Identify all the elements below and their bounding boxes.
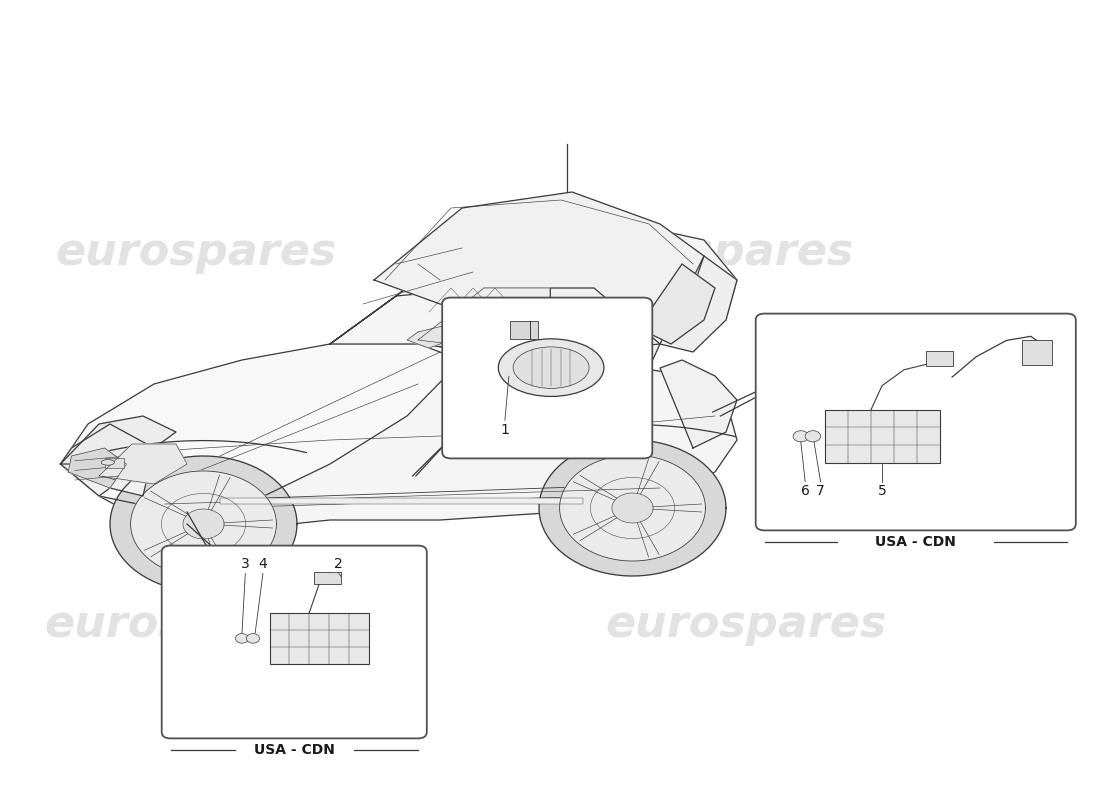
Circle shape [793,430,808,442]
Polygon shape [612,493,653,523]
Circle shape [246,634,260,643]
Polygon shape [68,448,126,488]
Polygon shape [110,456,297,592]
Polygon shape [660,360,737,448]
Circle shape [235,634,249,643]
FancyBboxPatch shape [162,546,427,738]
Text: 5: 5 [878,484,887,498]
Polygon shape [560,455,705,561]
Polygon shape [131,471,276,577]
Text: eurospares: eurospares [55,230,337,274]
Polygon shape [374,192,704,320]
Bar [926,351,954,366]
Polygon shape [660,256,737,352]
Polygon shape [183,509,224,539]
Bar [270,613,368,664]
Text: 7: 7 [816,484,825,498]
Bar [825,410,939,462]
Text: 3: 3 [241,557,250,571]
Text: eurospares: eurospares [605,602,887,646]
Polygon shape [418,288,660,368]
Polygon shape [638,264,715,344]
Polygon shape [60,368,737,528]
Polygon shape [60,424,154,496]
Ellipse shape [498,339,604,397]
Polygon shape [407,324,451,348]
Bar [314,573,341,584]
Polygon shape [60,416,176,464]
Ellipse shape [101,459,114,466]
Text: eurospares: eurospares [572,230,854,274]
Text: eurospares: eurospares [44,602,326,646]
Polygon shape [330,216,737,352]
FancyBboxPatch shape [442,298,652,458]
Ellipse shape [513,347,590,388]
Text: USA - CDN: USA - CDN [254,742,334,757]
Bar [104,458,124,468]
Bar [220,498,583,504]
Text: USA - CDN: USA - CDN [876,534,956,549]
Text: 6: 6 [801,484,810,498]
Polygon shape [539,440,726,576]
Bar [510,322,538,339]
Polygon shape [550,320,638,348]
Polygon shape [330,224,616,344]
Text: 1: 1 [500,422,509,437]
Bar [594,330,638,339]
Polygon shape [99,444,187,484]
FancyBboxPatch shape [756,314,1076,530]
Circle shape [805,430,821,442]
Polygon shape [60,344,462,512]
Bar [1022,341,1052,365]
Text: 2: 2 [334,557,343,571]
Text: 4: 4 [258,557,267,571]
Polygon shape [418,288,550,348]
